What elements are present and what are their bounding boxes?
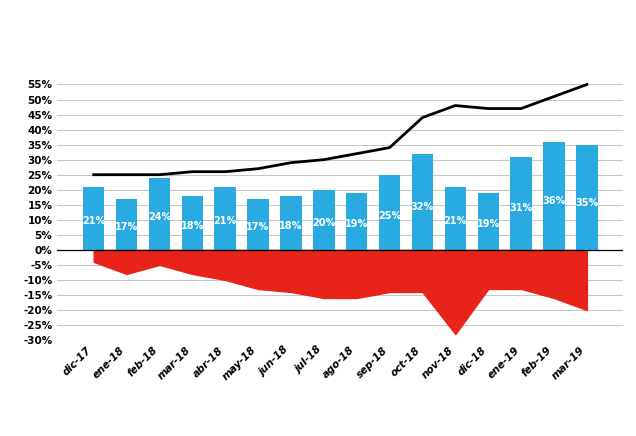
Text: 18%: 18%	[181, 221, 204, 231]
Text: 31%: 31%	[509, 203, 533, 213]
Bar	[379, 175, 400, 250]
Bar	[543, 142, 565, 250]
Text: 35%: 35%	[575, 198, 598, 208]
Bar	[116, 199, 137, 250]
Bar	[149, 178, 170, 250]
Text: 21%: 21%	[82, 216, 106, 226]
Text: 25%: 25%	[378, 211, 401, 221]
Text: 20%: 20%	[312, 218, 335, 228]
Bar	[214, 187, 236, 250]
Bar	[511, 157, 532, 250]
Text: 21%: 21%	[214, 216, 237, 226]
Bar	[83, 187, 104, 250]
Bar	[247, 199, 269, 250]
Text: 17%: 17%	[246, 222, 270, 232]
Text: 18%: 18%	[279, 221, 303, 231]
Bar	[182, 196, 203, 250]
Bar	[313, 190, 335, 250]
Text: 32%: 32%	[411, 201, 434, 211]
Text: 24%: 24%	[148, 212, 171, 222]
Text: 19%: 19%	[345, 219, 368, 229]
Bar	[445, 187, 466, 250]
Bar	[576, 145, 598, 250]
Text: EVOLUCIÓN DE LA FACTURACIÓN DE LA INDUSTRIA METALÚRGICA EN ROSARIO,
IPC Y NIVEL : EVOLUCIÓN DE LA FACTURACIÓN DE LA INDUST…	[41, 18, 595, 49]
Text: 21%: 21%	[444, 216, 467, 226]
Bar	[411, 153, 433, 250]
Text: 17%: 17%	[115, 222, 138, 232]
Bar	[478, 193, 499, 250]
Legend: Nivel de Actividad, Facturación, IPC: Nivel de Actividad, Facturación, IPC	[193, 435, 487, 436]
Bar	[280, 196, 301, 250]
Bar	[346, 193, 368, 250]
Text: 36%: 36%	[543, 196, 565, 206]
Text: 19%: 19%	[476, 219, 500, 229]
